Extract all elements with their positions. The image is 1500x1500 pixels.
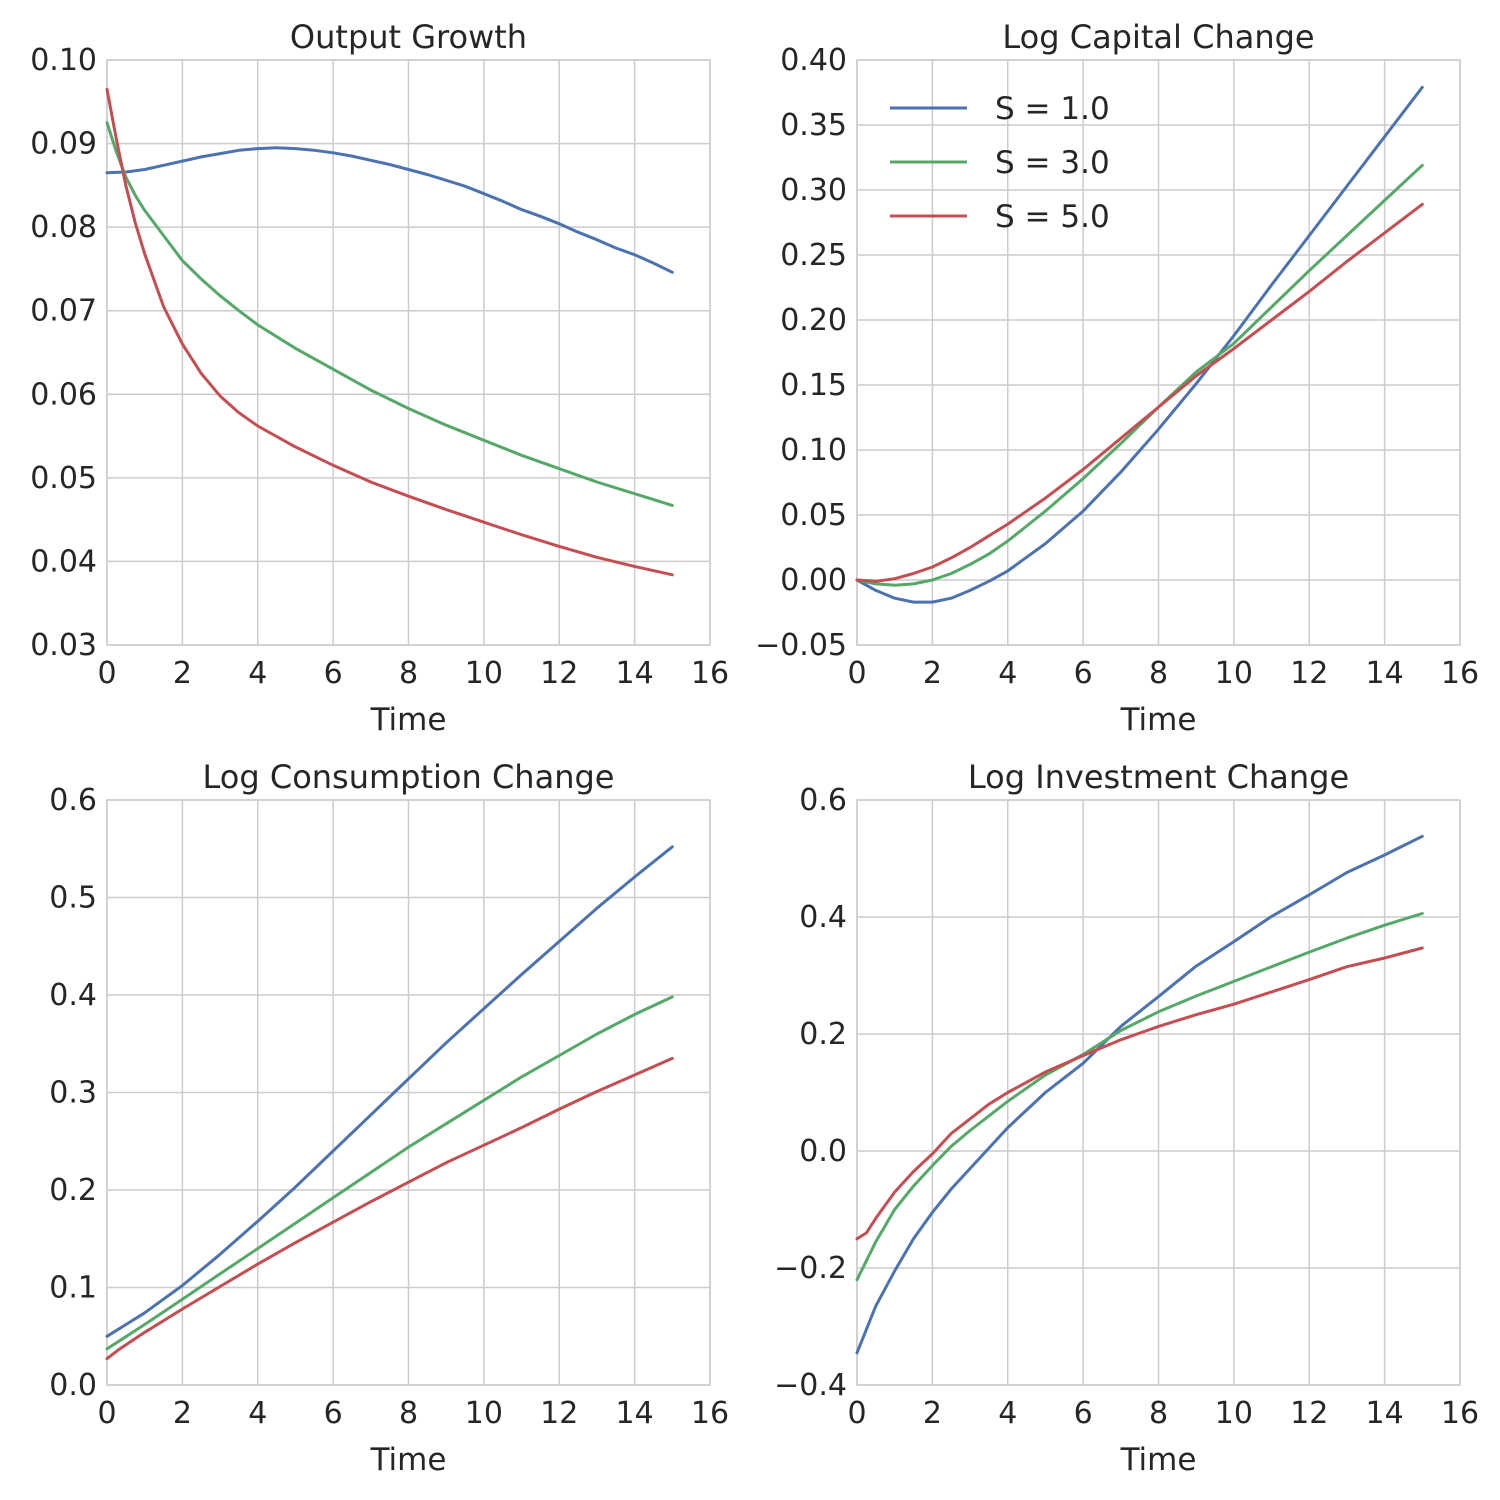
x-tick-label: 16 [691,1396,729,1431]
legend: S = 1.0 S = 3.0 S = 5.0 [890,91,1110,235]
y-tick-label: 0.06 [30,377,97,412]
y-tick-label: −0.2 [774,1251,847,1286]
y-tick-label: 0.35 [780,108,847,143]
series-line-1 [105,845,674,1338]
series-line-s-1-0 [855,85,1424,604]
series-line-3 [855,946,1424,1241]
x-tick-label: 0 [847,656,866,691]
series-line-1 [855,834,1424,1355]
panel-output-growth: 0 2 4 6 8 10 12 14 16 0.03 0.04 0.05 0.06 0.07 0.08 0.0… [30,18,729,738]
chart-title: Log Investment Change [968,758,1349,796]
x-axis-label: Time [1120,1442,1197,1478]
x-tick-label: 6 [1074,1396,1093,1431]
y-tick-label: 0.4 [799,900,847,935]
y-tick-label: 0.4 [49,978,97,1013]
x-tick-label: 0 [97,1396,116,1431]
y-tick-label: 0.25 [780,238,847,273]
x-tick-label: 14 [616,1396,654,1431]
x-tick-label: 4 [248,1396,267,1431]
y-tick-label: 0.20 [780,303,847,338]
chart-title: Output Growth [290,18,527,56]
x-tick-label: 12 [1290,656,1328,691]
x-tick-label: 16 [1441,1396,1479,1431]
series-line-s-3-0 [855,163,1424,587]
y-tick-label: 0.03 [30,628,97,663]
x-tick-label: 2 [173,656,192,691]
x-tick-label: 12 [1290,1396,1328,1431]
x-tick-label: 8 [1149,1396,1168,1431]
x-tick-label: 8 [399,656,418,691]
y-tick-label: 0.30 [780,173,847,208]
y-tick-label: 0.1 [49,1271,97,1306]
x-tick-label: 10 [465,1396,503,1431]
y-tick-label: 0.05 [30,461,97,496]
plot-frame [856,59,1461,646]
y-tick-label: 0.07 [30,294,97,329]
x-tick-label: 16 [1441,656,1479,691]
x-tick-label: 8 [1149,656,1168,691]
x-tick-label: 4 [248,656,267,691]
x-tick-label: 8 [399,1396,418,1431]
x-tick-label: 14 [1366,656,1404,691]
y-tick-label: 0.2 [49,1173,97,1208]
x-tick-label: 4 [998,1396,1017,1431]
y-tick-label: 0.0 [49,1368,97,1403]
y-tick-label: 0.10 [30,43,97,78]
y-tick-label: 0.09 [30,127,97,162]
x-tick-label: 6 [324,656,343,691]
series-line-s-5-0 [855,202,1424,583]
y-tick-label: 0.2 [799,1017,847,1052]
x-tick-label: 2 [923,656,942,691]
y-tick-label: 0.08 [30,210,97,245]
series-line-2 [105,121,674,507]
x-axis-label: Time [370,702,447,738]
panel-log-investment-change: 0 2 4 6 8 10 12 14 16 −0.4 −0.2 0.0 0.2 0.4 0.6 Log Inv… [774,758,1479,1478]
legend-label-s-3-0: S = 3.0 [995,145,1110,181]
y-tick-label: 0.04 [30,544,97,579]
x-tick-label: 6 [1074,656,1093,691]
legend-label-s-1-0: S = 1.0 [995,91,1110,127]
y-tick-label: 0.3 [49,1076,97,1111]
x-tick-label: 16 [691,656,729,691]
y-tick-label: 0.40 [780,43,847,78]
y-tick-label: 0.15 [780,368,847,403]
x-tick-label: 14 [1366,1396,1404,1431]
x-tick-label: 10 [465,656,503,691]
legend-label-s-5-0: S = 5.0 [995,199,1110,235]
x-tick-label: 2 [173,1396,192,1431]
x-tick-label: 12 [540,656,578,691]
series-line-3 [105,1056,674,1361]
y-tick-label: −0.05 [755,628,847,663]
plot-frame [856,799,1461,1386]
x-tick-label: 0 [97,656,116,691]
chart-title: Log Capital Change [1002,18,1314,56]
x-axis-label: Time [370,1442,447,1478]
x-tick-label: 10 [1215,1396,1253,1431]
x-tick-label: 2 [923,1396,942,1431]
y-tick-label: 0.0 [799,1134,847,1169]
y-tick-label: 0.10 [780,433,847,468]
series-line-3 [105,87,674,577]
y-tick-label: −0.4 [774,1368,847,1403]
y-tick-label: 0.05 [780,498,847,533]
x-tick-label: 14 [616,656,654,691]
x-tick-label: 6 [324,1396,343,1431]
plot-frame [106,59,711,646]
y-tick-label: 0.00 [780,563,847,598]
y-tick-label: 0.6 [799,783,847,818]
x-axis-label: Time [1120,702,1197,738]
x-tick-label: 12 [540,1396,578,1431]
y-tick-label: 0.5 [49,881,97,916]
chart-title: Log Consumption Change [203,758,615,796]
x-tick-label: 10 [1215,656,1253,691]
y-tick-label: 0.6 [49,783,97,818]
panel-log-capital-change: 0 2 4 6 8 10 12 14 16 −0.05 0.00 0.05 0.10 0.15 0.20 0.… [755,18,1479,738]
series-line-2 [105,995,674,1351]
x-tick-label: 4 [998,656,1017,691]
x-tick-label: 0 [847,1396,866,1431]
series-line-1 [105,146,674,274]
plot-frame [106,799,711,1386]
panel-log-consumption-change: 0 2 4 6 8 10 12 14 16 0.0 0.1 0.2 0.3 0.4 0.5 0.6 Log Co… [49,758,729,1478]
